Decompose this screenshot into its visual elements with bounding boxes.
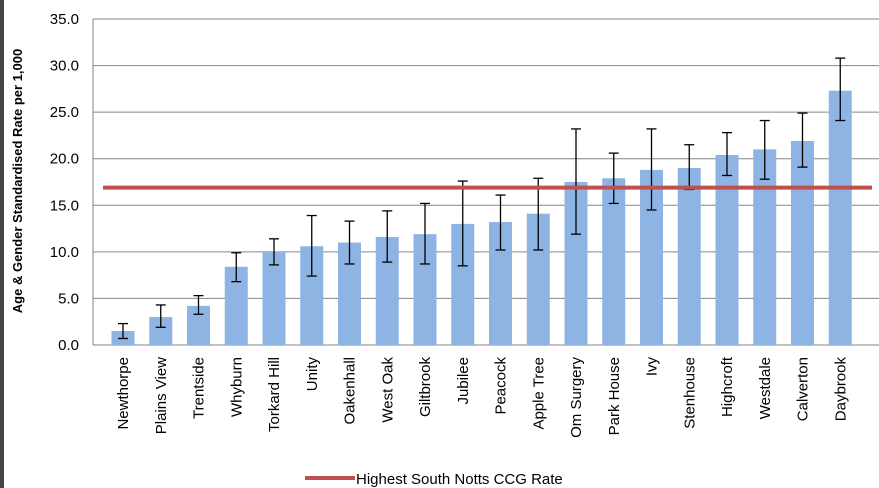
legend: Highest South Notts CCG Rate bbox=[305, 471, 563, 488]
x-category-labels: Newthorpe Plains View Trentside Whyburn Tork… bbox=[115, 356, 849, 438]
x-category-label: Stenhouse bbox=[681, 357, 698, 429]
x-category-label: Ivy bbox=[644, 357, 661, 377]
x-category-label: Plains View bbox=[153, 357, 170, 434]
x-category-label: Om Surgery bbox=[568, 357, 585, 438]
x-category-label: Trentside bbox=[191, 357, 208, 419]
bar bbox=[677, 168, 701, 345]
bar bbox=[224, 266, 248, 345]
bar bbox=[338, 242, 361, 345]
y-tick-label: 5.0 bbox=[58, 290, 79, 307]
y-tick-label: 10.0 bbox=[50, 244, 79, 261]
bar bbox=[602, 178, 626, 345]
x-category-label: West Oak bbox=[379, 357, 396, 423]
bar bbox=[489, 222, 512, 345]
x-category-label: Jubilee bbox=[455, 357, 472, 405]
y-tick-labels: 0.0 5.0 10.0 15.0 20.0 25.0 30.0 35.0 bbox=[50, 11, 79, 354]
x-category-label: Whyburn bbox=[228, 357, 245, 417]
bar bbox=[187, 305, 210, 345]
bars bbox=[111, 90, 852, 345]
x-category-label: Calverton bbox=[795, 357, 812, 421]
x-category-label: Unity bbox=[304, 357, 321, 392]
bar bbox=[451, 223, 475, 345]
bar bbox=[715, 154, 739, 345]
x-category-label: Westdale bbox=[757, 357, 774, 419]
x-category-label: Peacock bbox=[493, 357, 510, 415]
bar bbox=[640, 169, 663, 345]
bar bbox=[300, 246, 324, 345]
x-category-label: Daybrook bbox=[832, 357, 849, 422]
x-category-label: Newthorpe bbox=[115, 357, 132, 430]
y-tick-label: 25.0 bbox=[50, 104, 79, 121]
y-tick-label: 30.0 bbox=[50, 58, 79, 75]
gridlines bbox=[92, 18, 879, 346]
bar bbox=[564, 182, 588, 345]
x-category-label: Park House bbox=[606, 357, 623, 435]
bar bbox=[828, 90, 852, 345]
bar bbox=[262, 251, 286, 345]
bar bbox=[413, 234, 437, 345]
bar bbox=[375, 236, 399, 345]
x-category-label: Highcroft bbox=[719, 356, 736, 417]
x-category-label: Torkard Hill bbox=[266, 357, 283, 432]
y-tick-label: 0.0 bbox=[58, 337, 79, 354]
y-tick-label: 35.0 bbox=[50, 11, 79, 28]
y-axis-title: Age & Gender Standardised Rate per 1,000 bbox=[10, 49, 25, 313]
bar bbox=[526, 213, 550, 345]
y-tick-label: 20.0 bbox=[50, 151, 79, 168]
x-category-label: Apple Tree bbox=[530, 357, 547, 430]
y-tick-label: 15.0 bbox=[50, 197, 79, 214]
bar bbox=[149, 317, 173, 345]
legend-label-reference-line: Highest South Notts CCG Rate bbox=[356, 471, 563, 488]
x-category-label: Oakenhall bbox=[342, 357, 359, 425]
error-bars bbox=[118, 57, 846, 340]
x-category-label: Giltbrook bbox=[417, 357, 434, 418]
bar bbox=[753, 149, 777, 345]
chart-left-border bbox=[0, 0, 4, 488]
bar bbox=[791, 141, 814, 345]
